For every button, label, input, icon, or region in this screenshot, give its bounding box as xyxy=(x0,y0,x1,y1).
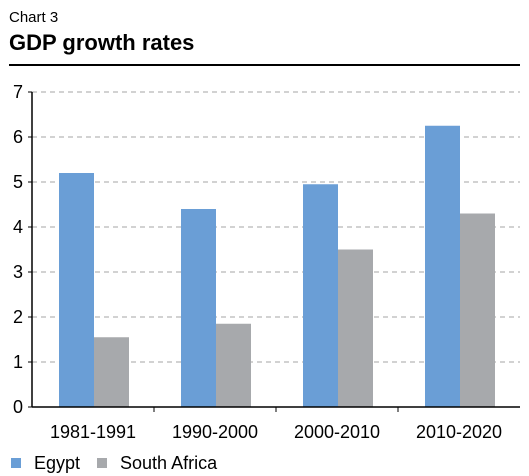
legend: Egypt South Africa xyxy=(11,452,234,474)
bar-egypt-2000-2010 xyxy=(303,184,338,407)
y-tick-label-2: 2 xyxy=(13,307,23,327)
bar-egypt-2010-2020 xyxy=(425,125,460,407)
y-tick-label-5: 5 xyxy=(13,172,23,192)
y-tick-label-1: 1 xyxy=(13,352,23,372)
bar-south-africa-1990-2000 xyxy=(216,323,251,407)
chart-title: GDP growth rates xyxy=(9,30,195,55)
y-tick-label-6: 6 xyxy=(13,127,23,147)
legend-item-south-africa: South Africa xyxy=(97,453,217,474)
legend-swatch-egypt xyxy=(11,458,21,468)
bar-south-africa-1981-1991 xyxy=(94,337,129,407)
y-tick-label-4: 4 xyxy=(13,217,23,237)
bar-egypt-1981-1991 xyxy=(59,173,94,407)
bar-south-africa-2000-2010 xyxy=(338,249,373,407)
legend-swatch-south-africa xyxy=(97,458,108,468)
legend-item-egypt: Egypt xyxy=(11,453,80,474)
chart-label: Chart 3 xyxy=(9,9,59,26)
y-tick-label-7: 7 xyxy=(13,82,23,102)
y-tick-label-3: 3 xyxy=(13,262,23,282)
title-rule xyxy=(9,64,520,66)
legend-label-egypt: Egypt xyxy=(34,452,81,473)
y-tick-label-0: 0 xyxy=(13,397,23,417)
bar-south-africa-2010-2020 xyxy=(460,213,495,407)
x-tick-label-2000-2010: 2000-2010 xyxy=(294,422,380,442)
legend-label-south-africa: South Africa xyxy=(120,452,218,473)
bar-egypt-1990-2000 xyxy=(181,209,216,407)
x-tick-label-1990-2000: 1990-2000 xyxy=(172,422,258,442)
x-tick-label-1981-1991: 1981-1991 xyxy=(50,422,136,442)
x-tick-label-2010-2020: 2010-2020 xyxy=(416,422,502,442)
